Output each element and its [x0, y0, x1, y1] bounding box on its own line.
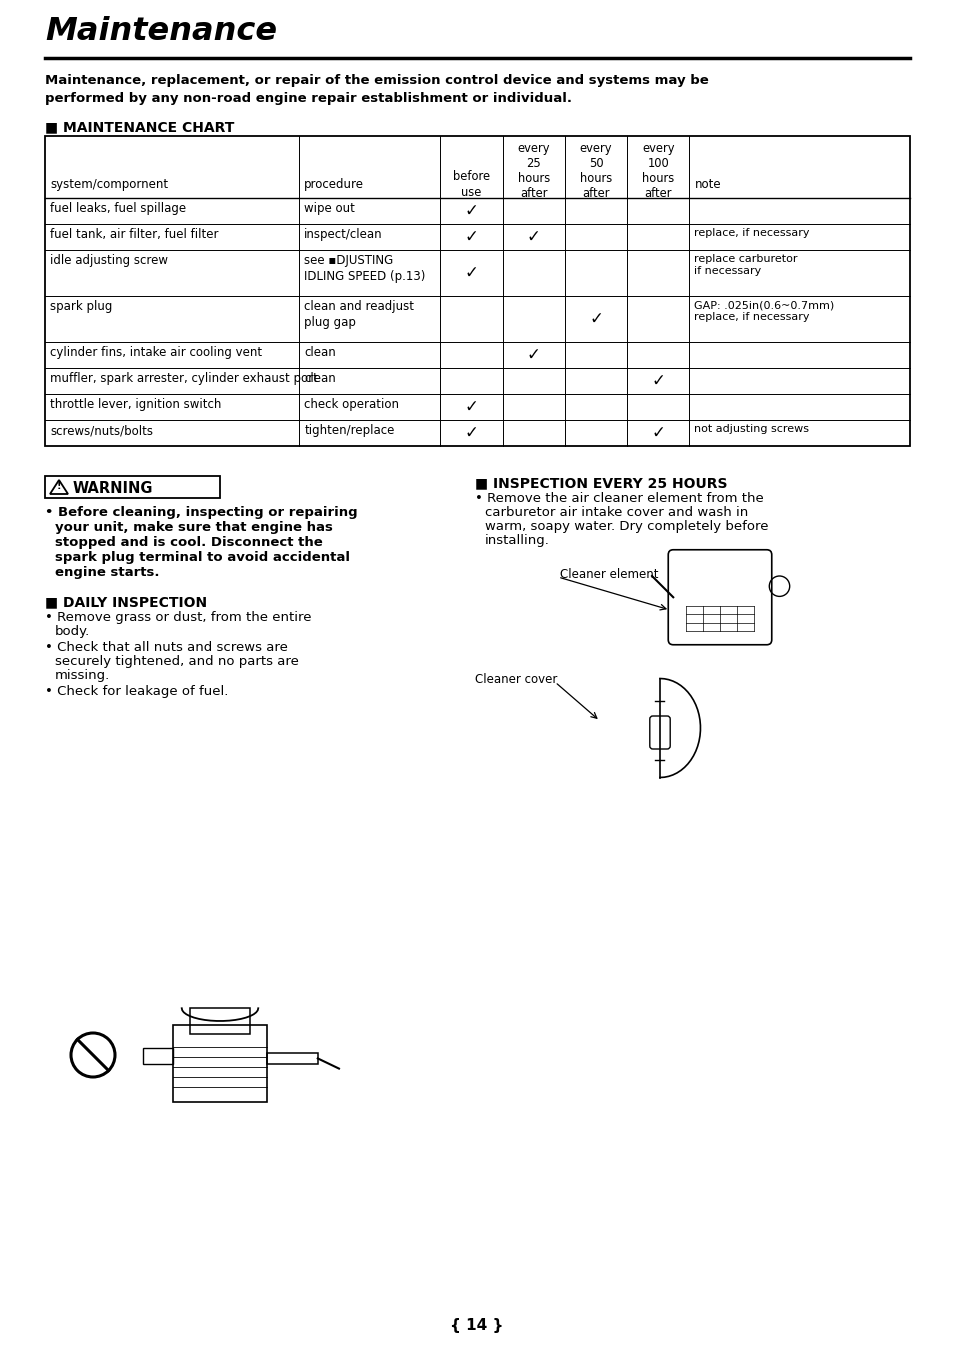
Text: spark plug: spark plug — [50, 301, 112, 313]
Text: fuel tank, air filter, fuel filter: fuel tank, air filter, fuel filter — [50, 228, 218, 241]
Text: • Check for leakage of fuel.: • Check for leakage of fuel. — [45, 685, 228, 698]
Text: clean and readjust
plug gap: clean and readjust plug gap — [304, 301, 414, 329]
Text: !: ! — [56, 481, 61, 491]
Text: • Check that all nuts and screws are: • Check that all nuts and screws are — [45, 642, 288, 654]
Text: stopped and is cool. Disconnect the: stopped and is cool. Disconnect the — [55, 537, 322, 549]
Text: Maintenance: Maintenance — [45, 16, 276, 47]
Text: ✓: ✓ — [464, 202, 477, 220]
Text: WARNING: WARNING — [73, 481, 153, 496]
Text: { 14 }: { 14 } — [450, 1318, 503, 1333]
Text: Maintenance, replacement, or repair of the emission control device and systems m: Maintenance, replacement, or repair of t… — [45, 74, 708, 88]
Text: clean: clean — [304, 346, 335, 359]
Text: before
use: before use — [453, 170, 490, 198]
Bar — [143, 1049, 173, 1064]
Text: clean: clean — [304, 372, 335, 386]
Text: ✓: ✓ — [464, 228, 477, 245]
Text: system/compornent: system/compornent — [50, 178, 168, 191]
Text: ✓: ✓ — [526, 228, 540, 245]
Text: wipe out: wipe out — [304, 202, 355, 214]
Text: ✓: ✓ — [651, 372, 664, 390]
Text: engine starts.: engine starts. — [55, 566, 159, 580]
Text: muffler, spark arrester, cylinder exhaust port: muffler, spark arrester, cylinder exhaus… — [50, 372, 317, 386]
Text: not adjusting screws: not adjusting screws — [694, 425, 808, 434]
Text: check operation: check operation — [304, 398, 399, 411]
Text: Cleaner element: Cleaner element — [559, 568, 658, 581]
Text: ✓: ✓ — [588, 310, 602, 328]
Text: ■ INSPECTION EVERY 25 HOURS: ■ INSPECTION EVERY 25 HOURS — [475, 476, 727, 491]
Text: procedure: procedure — [304, 178, 364, 191]
Text: inspect/clean: inspect/clean — [304, 228, 382, 241]
Bar — [45, 476, 220, 497]
Text: note: note — [694, 178, 720, 191]
Text: screws/nuts/bolts: screws/nuts/bolts — [50, 425, 152, 437]
Text: • Remove grass or dust, from the entire: • Remove grass or dust, from the entire — [45, 611, 312, 624]
Text: every
25
hours
after: every 25 hours after — [517, 142, 549, 200]
Bar — [173, 1026, 267, 1101]
Text: • Remove the air cleaner element from the: • Remove the air cleaner element from th… — [475, 492, 763, 506]
Text: spark plug terminal to avoid accidental: spark plug terminal to avoid accidental — [55, 551, 350, 563]
Text: ✓: ✓ — [651, 425, 664, 442]
Text: ✓: ✓ — [464, 264, 477, 282]
Text: your unit, make sure that engine has: your unit, make sure that engine has — [55, 520, 333, 534]
Text: ■ DAILY INSPECTION: ■ DAILY INSPECTION — [45, 594, 207, 609]
Text: missing.: missing. — [55, 669, 111, 682]
Text: • Before cleaning, inspecting or repairing: • Before cleaning, inspecting or repairi… — [45, 506, 357, 519]
Text: idle adjusting screw: idle adjusting screw — [50, 253, 168, 267]
Text: body.: body. — [55, 625, 91, 638]
Text: performed by any non-road engine repair establishment or individual.: performed by any non-road engine repair … — [45, 92, 572, 105]
Text: replace, if necessary: replace, if necessary — [694, 228, 809, 239]
Text: see ▪DJUSTING
IDLING SPEED (p.13): see ▪DJUSTING IDLING SPEED (p.13) — [304, 253, 425, 283]
Text: fuel leaks, fuel spillage: fuel leaks, fuel spillage — [50, 202, 186, 214]
Text: every
50
hours
after: every 50 hours after — [579, 142, 612, 200]
Text: installing.: installing. — [484, 534, 549, 547]
Bar — [45, 136, 909, 446]
Text: Cleaner cover: Cleaner cover — [475, 673, 557, 686]
Text: warm, soapy water. Dry completely before: warm, soapy water. Dry completely before — [484, 520, 768, 532]
Text: tighten/replace: tighten/replace — [304, 425, 395, 437]
Text: cylinder fins, intake air cooling vent: cylinder fins, intake air cooling vent — [50, 346, 262, 359]
Bar — [190, 1008, 250, 1034]
Text: throttle lever, ignition switch: throttle lever, ignition switch — [50, 398, 221, 411]
Text: GAP: .025in(0.6~0.7mm)
replace, if necessary: GAP: .025in(0.6~0.7mm) replace, if neces… — [694, 301, 834, 322]
Bar — [267, 1053, 317, 1064]
Text: replace carburetor
if necessary: replace carburetor if necessary — [694, 253, 797, 276]
Text: ✓: ✓ — [464, 398, 477, 417]
Text: every
100
hours
after: every 100 hours after — [641, 142, 674, 200]
Text: ✓: ✓ — [464, 425, 477, 442]
Text: ■ MAINTENANCE CHART: ■ MAINTENANCE CHART — [45, 120, 234, 133]
Text: carburetor air intake cover and wash in: carburetor air intake cover and wash in — [484, 506, 747, 519]
Text: securely tightened, and no parts are: securely tightened, and no parts are — [55, 655, 298, 669]
Text: ✓: ✓ — [526, 346, 540, 364]
